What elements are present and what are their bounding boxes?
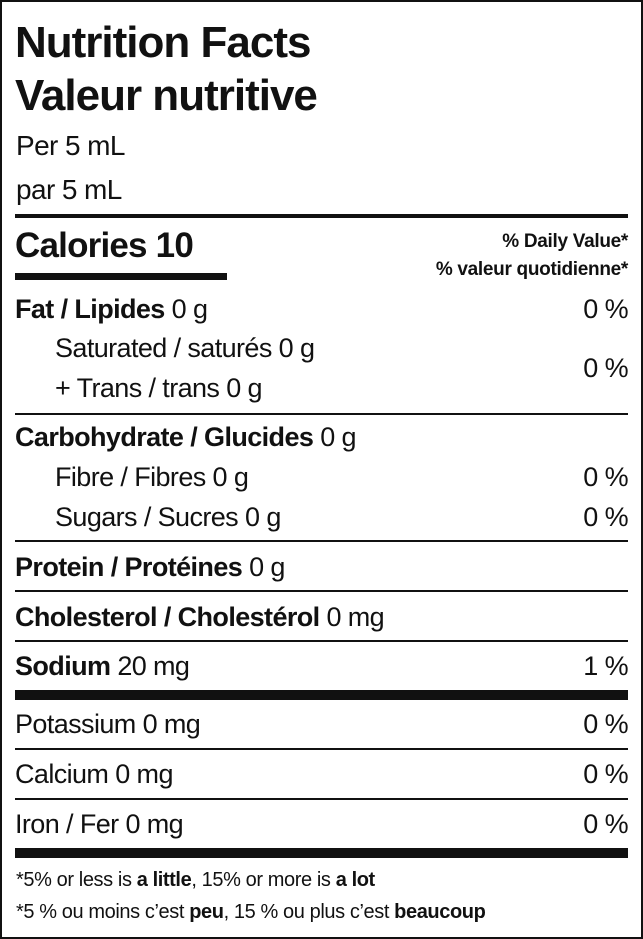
row-calcium: Calcium 0 mg 0 % bbox=[15, 759, 629, 789]
daily-value-en: % Daily Value* bbox=[502, 231, 628, 252]
serving-size-en: Per 5 mL bbox=[16, 130, 125, 161]
row-saturated: Saturated / saturés 0 g bbox=[55, 333, 315, 363]
calories: Calories 10 bbox=[15, 223, 194, 269]
row-carbohydrate: Carbohydrate / Glucides 0 g bbox=[15, 422, 357, 452]
row-trans: + Trans / trans 0 g bbox=[55, 373, 263, 403]
divider bbox=[15, 748, 628, 750]
calories-underline bbox=[15, 273, 227, 280]
row-potassium: Potassium 0 mg 0 % bbox=[15, 709, 629, 739]
row-sat-trans-dv: 0 % bbox=[583, 353, 628, 383]
serving-size-fr: par 5 mL bbox=[16, 174, 122, 205]
divider bbox=[15, 640, 628, 642]
divider-thick bbox=[15, 690, 628, 700]
footnote-en: *5% or less is a little, 15% or more is … bbox=[16, 869, 375, 891]
footnote-fr: *5 % ou moins c’est peu, 15 % ou plus c’… bbox=[16, 901, 486, 923]
title-fr: Valeur nutritive bbox=[15, 71, 318, 120]
divider bbox=[15, 590, 628, 592]
row-iron: Iron / Fer 0 mg 0 % bbox=[15, 809, 629, 839]
row-sodium: Sodium 20 mg 1 % bbox=[15, 651, 629, 681]
calories-label: Calories bbox=[15, 226, 148, 265]
row-cholesterol: Cholesterol / Cholestérol 0 mg bbox=[15, 602, 385, 632]
divider bbox=[15, 413, 628, 415]
daily-value-fr: % valeur quotidienne* bbox=[435, 259, 628, 280]
title-en: Nutrition Facts bbox=[15, 18, 311, 67]
divider-thick bbox=[15, 214, 628, 218]
calories-value: 10 bbox=[155, 226, 194, 265]
divider bbox=[15, 540, 628, 542]
row-protein: Protein / Protéines 0 g bbox=[15, 552, 285, 582]
divider bbox=[15, 798, 628, 800]
divider-thick bbox=[15, 848, 628, 858]
